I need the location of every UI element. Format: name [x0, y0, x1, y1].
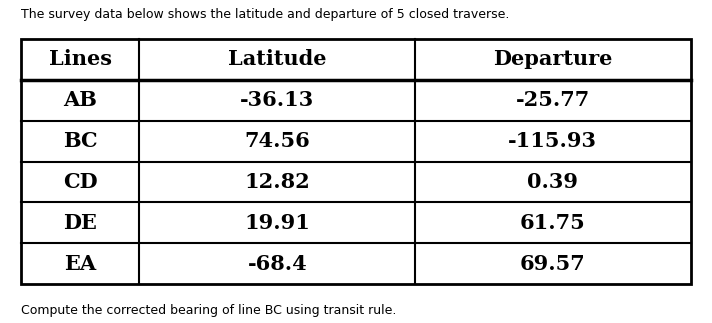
Text: 61.75: 61.75	[520, 213, 586, 233]
Text: Compute the corrected bearing of line BC using transit rule.: Compute the corrected bearing of line BC…	[21, 304, 397, 317]
Text: DE: DE	[63, 213, 98, 233]
Text: Latitude: Latitude	[228, 49, 327, 69]
Text: CD: CD	[63, 172, 98, 192]
Text: -36.13: -36.13	[240, 90, 315, 110]
Text: 74.56: 74.56	[244, 131, 310, 151]
Text: Departure: Departure	[493, 49, 612, 69]
Text: 19.91: 19.91	[244, 213, 310, 233]
Text: EA: EA	[64, 254, 97, 274]
Text: The survey data below shows the latitude and departure of 5 closed traverse.: The survey data below shows the latitude…	[21, 8, 510, 21]
Text: -25.77: -25.77	[515, 90, 590, 110]
Text: -115.93: -115.93	[508, 131, 597, 151]
Text: 0.39: 0.39	[528, 172, 578, 192]
Text: 69.57: 69.57	[520, 254, 586, 274]
Text: -68.4: -68.4	[247, 254, 307, 274]
Text: BC: BC	[63, 131, 98, 151]
Text: AB: AB	[63, 90, 98, 110]
Bar	[21, 39, 691, 284]
Text: 12.82: 12.82	[244, 172, 310, 192]
Text: Lines: Lines	[49, 49, 112, 69]
